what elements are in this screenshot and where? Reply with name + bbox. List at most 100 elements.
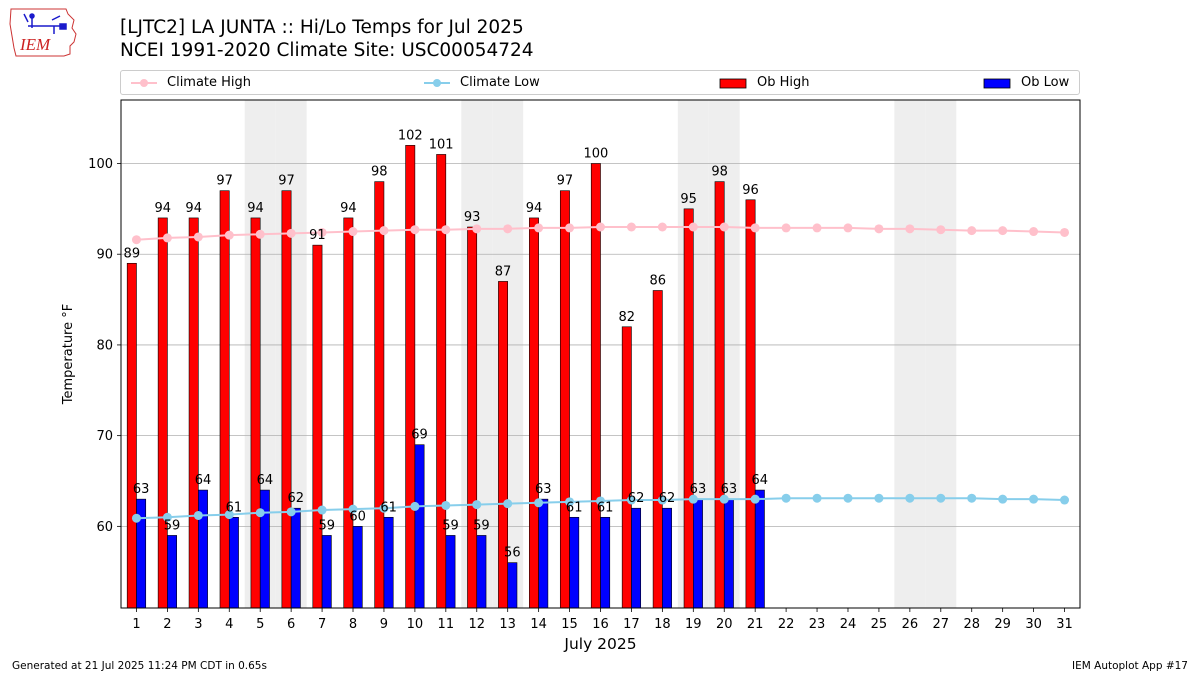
ob-low-value-label: 63 <box>133 482 150 497</box>
legend-label-climate-high: Climate High <box>167 75 252 90</box>
ob-low-value-label: 63 <box>535 482 552 497</box>
ob-low-value-label: 64 <box>752 473 769 488</box>
ob-high-value-label: 89 <box>124 246 141 261</box>
x-tick-label: 7 <box>318 617 326 632</box>
footer-app-label: IEM Autoplot App #17 <box>1072 660 1188 672</box>
x-tick-label: 9 <box>380 617 388 632</box>
climate-low-point <box>998 494 1008 504</box>
ob-high-bar <box>312 244 323 609</box>
climate-low-point <box>534 498 544 508</box>
ob-high-value-label: 94 <box>526 201 543 216</box>
ob-high-bar <box>188 217 199 609</box>
ob-high-bar <box>467 226 478 609</box>
climate-low-point <box>441 500 451 510</box>
x-tick-label: 31 <box>1056 617 1073 632</box>
ob-low-value-label: 62 <box>628 491 645 506</box>
ob-high-bar <box>621 326 632 609</box>
ob-high-value-label: 94 <box>340 201 357 216</box>
ob-high-bar <box>157 217 168 609</box>
ob-high-swatch <box>719 78 747 88</box>
climate-high-point <box>1029 227 1039 237</box>
climate-high-point <box>472 224 482 234</box>
ob-high-value-label: 94 <box>185 201 202 216</box>
climate-low-point <box>596 496 605 506</box>
ob-high-value-label: 101 <box>429 137 454 152</box>
plot-frame <box>120 99 1081 609</box>
legend-item-ob-high: Ob High <box>719 71 810 94</box>
climate-low-point <box>565 497 575 507</box>
ob-low-value-label: 61 <box>597 500 614 515</box>
x-tick-label: 13 <box>499 617 516 632</box>
x-tick-label: 27 <box>933 617 950 632</box>
ob-high-value-label: 91 <box>309 228 326 243</box>
climate-high-point <box>1060 227 1070 237</box>
ob-low-value-label: 63 <box>721 482 738 497</box>
climate-high-point <box>596 222 605 232</box>
ob-high-value-label: 100 <box>583 147 608 162</box>
ob-low-bar <box>538 498 549 609</box>
climate-high-point <box>317 227 327 237</box>
ob-high-bar <box>405 145 416 609</box>
ob-high-bar <box>745 199 756 609</box>
x-tick-label: 2 <box>163 617 171 632</box>
climate-high-point <box>843 223 853 233</box>
ob-high-value-label: 87 <box>495 264 512 279</box>
climate-low-point <box>379 503 389 513</box>
ob-low-bar <box>198 489 208 609</box>
ob-low-bar <box>662 507 672 609</box>
ob-high-bar <box>714 181 725 609</box>
ob-low-bar <box>723 498 734 609</box>
climate-high-point <box>131 235 141 245</box>
ob-high-value-label: 94 <box>247 201 264 216</box>
ob-high-bar <box>343 217 354 609</box>
climate-high-point <box>441 225 451 235</box>
x-tick-label: 6 <box>287 617 295 632</box>
y-tick-label: 100 <box>88 157 113 172</box>
x-tick-label: 21 <box>747 617 764 632</box>
y-tick-label: 60 <box>96 520 113 535</box>
ob-high-bar <box>281 190 292 609</box>
ob-high-value-label: 95 <box>680 192 697 207</box>
x-tick-label: 12 <box>468 617 485 632</box>
climate-high-point <box>286 228 296 238</box>
climate-low-point <box>472 500 482 510</box>
climate-low-point <box>967 493 977 503</box>
logo-text: IEM <box>19 35 51 54</box>
x-tick-label: 16 <box>592 617 609 632</box>
climate-high-point <box>781 223 791 233</box>
climate-low-point <box>317 505 327 515</box>
y-tick-label: 70 <box>96 429 113 444</box>
x-tick-label: 10 <box>407 617 424 632</box>
y-axis-label: Temperature °F <box>61 304 76 405</box>
x-tick-label: 8 <box>349 617 357 632</box>
climate-high-point <box>534 223 544 233</box>
ob-low-swatch <box>983 78 1011 88</box>
ob-low-bar <box>754 489 765 609</box>
legend-item-climate-low: Climate Low <box>424 71 540 94</box>
legend-item-climate-high: Climate High <box>131 71 251 94</box>
climate-high-point <box>936 225 946 235</box>
ob-high-value-label: 94 <box>154 201 171 216</box>
legend-label-ob-low: Ob Low <box>1021 75 1070 90</box>
ob-low-bar <box>259 489 270 609</box>
climate-low-point <box>750 494 760 504</box>
climate-high-point <box>379 226 389 236</box>
x-tick-label: 5 <box>256 617 264 632</box>
ob-low-bar <box>445 535 456 609</box>
x-tick-label: 19 <box>685 617 702 632</box>
ob-low-value-label: 63 <box>690 482 707 497</box>
ob-low-bar <box>569 516 580 609</box>
climate-high-point <box>348 227 358 237</box>
climate-low-point <box>626 495 636 505</box>
ob-high-bar <box>219 190 230 609</box>
climate-low-point <box>193 510 203 520</box>
ob-low-bar <box>507 562 518 609</box>
climate-low-point <box>657 495 667 505</box>
ob-low-value-label: 61 <box>566 500 583 515</box>
ob-high-value-label: 97 <box>278 174 295 189</box>
ob-low-value-label: 59 <box>442 518 459 533</box>
ob-low-value-label: 62 <box>288 491 305 506</box>
climate-high-line-marker <box>131 78 157 87</box>
ob-low-value-label: 60 <box>349 509 366 524</box>
